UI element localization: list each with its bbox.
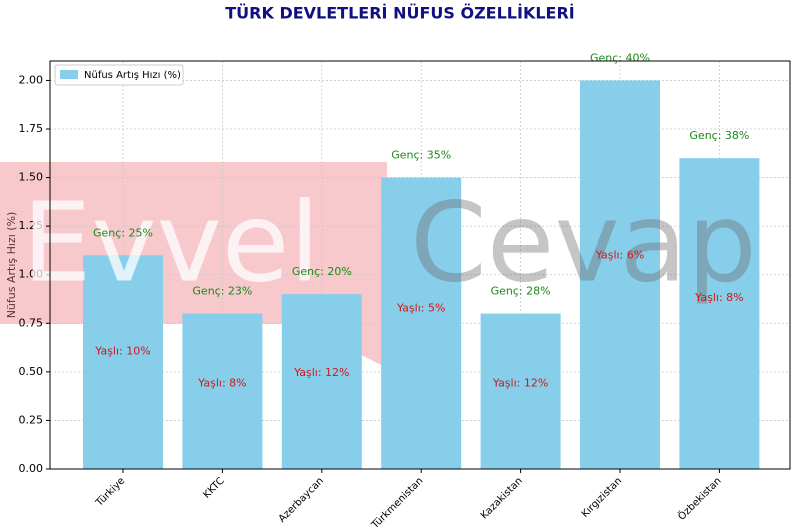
annotation-young: Genç: 28% bbox=[491, 285, 551, 298]
bar bbox=[182, 313, 263, 469]
x-tick-label: Azerbaycan bbox=[277, 475, 326, 524]
annotation-young: Genç: 40% bbox=[590, 51, 650, 64]
legend-label: Nüfus Artış Hızı (%) bbox=[84, 70, 181, 81]
annotation-old: Yaşlı: 12% bbox=[293, 366, 349, 379]
annotation-old: Yaşlı: 8% bbox=[197, 377, 246, 390]
legend-swatch bbox=[60, 70, 78, 79]
annotation-young: Genç: 38% bbox=[689, 129, 749, 142]
x-tick-label: Türkiye bbox=[93, 475, 127, 509]
annotation-old: Yaşlı: 8% bbox=[694, 291, 743, 304]
chart-title: TÜRK DEVLETLERİ NÜFUS ÖZELLİKLERİ bbox=[225, 4, 574, 23]
y-tick-label: 0.50 bbox=[19, 365, 44, 378]
annotation-young: Genç: 20% bbox=[292, 265, 352, 278]
y-tick-label: 2.00 bbox=[19, 73, 44, 86]
y-tick-label: 1.25 bbox=[19, 219, 44, 232]
x-tick-label: KKTC bbox=[201, 475, 226, 500]
bar bbox=[281, 294, 362, 469]
annotation-old: Yaşlı: 6% bbox=[595, 248, 644, 261]
plot-frame bbox=[49, 60, 791, 470]
annotation-young: Genç: 35% bbox=[391, 149, 451, 162]
y-tick-label: 0.75 bbox=[19, 316, 44, 329]
y-tick-label: 1.00 bbox=[19, 268, 44, 281]
y-tick-label: 0.00 bbox=[19, 462, 44, 475]
y-axis-label: Nüfus Artış Hızı (%) bbox=[5, 212, 18, 319]
annotation-old: Yaşlı: 5% bbox=[396, 302, 445, 315]
bar bbox=[480, 313, 561, 469]
watermark-text: Evvel bbox=[22, 178, 320, 306]
x-tick-label: Özbekistan bbox=[675, 474, 724, 523]
bar bbox=[83, 255, 163, 469]
legend: Nüfus Artış Hızı (%) bbox=[54, 64, 184, 86]
annotation-old: Yaşlı: 12% bbox=[492, 377, 548, 390]
annotation-old: Yaşlı: 10% bbox=[94, 344, 150, 357]
bar bbox=[381, 177, 462, 470]
x-tick-label: Kazakistan bbox=[479, 475, 525, 521]
y-tick-label: 1.50 bbox=[19, 171, 44, 184]
x-tick-label: Kırgızistan bbox=[580, 475, 625, 520]
y-tick-label: 0.25 bbox=[19, 413, 44, 426]
annotation-young: Genç: 25% bbox=[93, 226, 153, 239]
y-tick-label: 1.75 bbox=[19, 122, 44, 135]
bar bbox=[679, 158, 760, 469]
annotation-young: Genç: 23% bbox=[192, 285, 252, 298]
legend-box bbox=[54, 64, 184, 86]
bar bbox=[580, 80, 660, 469]
x-tick-label: Türkmenistan bbox=[369, 475, 425, 531]
watermark-text: Cevap bbox=[410, 178, 757, 306]
